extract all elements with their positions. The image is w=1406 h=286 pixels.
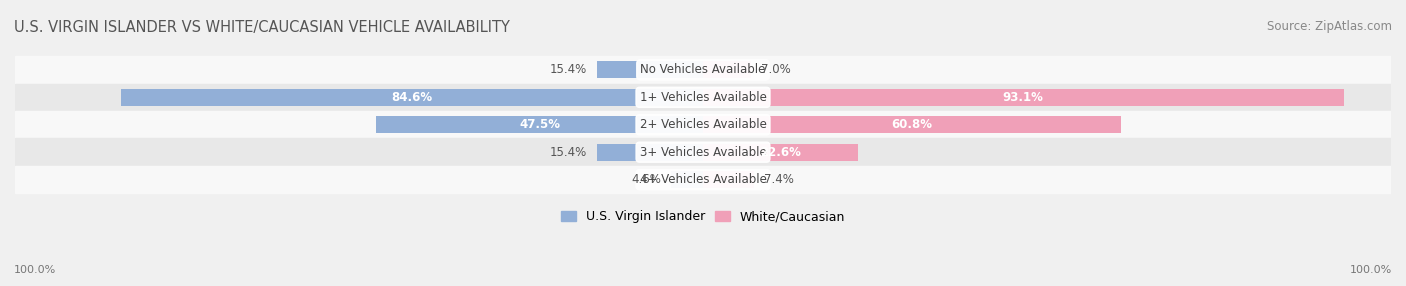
Text: 22.6%: 22.6% — [761, 146, 801, 159]
Bar — [703, 89, 1344, 106]
Text: 4.6%: 4.6% — [631, 173, 661, 186]
Text: 100.0%: 100.0% — [1350, 265, 1392, 275]
Text: 15.4%: 15.4% — [550, 63, 586, 76]
Bar — [15, 111, 1391, 138]
Text: 47.5%: 47.5% — [519, 118, 560, 131]
Text: Source: ZipAtlas.com: Source: ZipAtlas.com — [1267, 20, 1392, 33]
Bar — [703, 171, 754, 188]
Bar — [15, 56, 1391, 84]
Text: 7.4%: 7.4% — [765, 173, 794, 186]
Bar — [671, 171, 703, 188]
Bar — [598, 144, 703, 161]
Text: 60.8%: 60.8% — [891, 118, 932, 131]
Bar — [703, 144, 859, 161]
Bar — [598, 61, 703, 78]
Text: No Vehicles Available: No Vehicles Available — [640, 63, 766, 76]
Text: 1+ Vehicles Available: 1+ Vehicles Available — [640, 91, 766, 104]
Bar — [15, 138, 1391, 166]
Text: 15.4%: 15.4% — [550, 146, 586, 159]
Text: 3+ Vehicles Available: 3+ Vehicles Available — [640, 146, 766, 159]
Text: 84.6%: 84.6% — [391, 91, 433, 104]
Bar — [703, 116, 1122, 133]
Bar — [15, 84, 1391, 111]
Bar — [703, 61, 751, 78]
Text: 4+ Vehicles Available: 4+ Vehicles Available — [640, 173, 766, 186]
Text: U.S. VIRGIN ISLANDER VS WHITE/CAUCASIAN VEHICLE AVAILABILITY: U.S. VIRGIN ISLANDER VS WHITE/CAUCASIAN … — [14, 20, 510, 35]
Bar — [121, 89, 703, 106]
Bar — [15, 166, 1391, 193]
Text: 7.0%: 7.0% — [762, 63, 792, 76]
Text: 93.1%: 93.1% — [1002, 91, 1043, 104]
Text: 2+ Vehicles Available: 2+ Vehicles Available — [640, 118, 766, 131]
Legend: U.S. Virgin Islander, White/Caucasian: U.S. Virgin Islander, White/Caucasian — [557, 207, 849, 227]
Bar — [377, 116, 703, 133]
Text: 100.0%: 100.0% — [14, 265, 56, 275]
